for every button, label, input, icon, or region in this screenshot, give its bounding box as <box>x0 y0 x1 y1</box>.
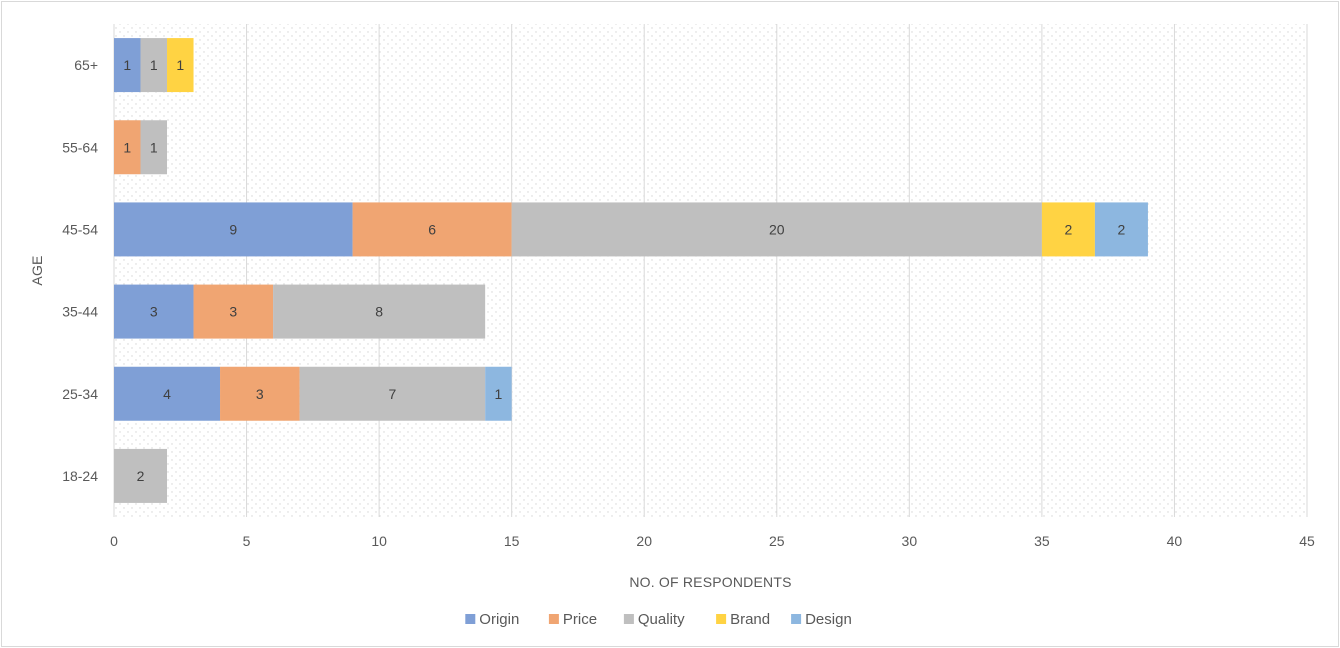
y-tick-label: 18-24 <box>62 468 98 484</box>
bar-segment-quality <box>140 120 168 175</box>
x-axis-title: NO. OF RESPONDENTS <box>629 574 791 590</box>
legend: Origin Price Quality Brand Design <box>465 611 852 628</box>
bar-segment-design <box>485 366 512 421</box>
data-label: 1 <box>150 139 158 155</box>
plot-area <box>114 24 1307 517</box>
x-tick-label: 10 <box>371 533 387 549</box>
x-tick-label: 30 <box>902 533 918 549</box>
data-label: 2 <box>1065 221 1073 237</box>
x-tick-label: 0 <box>110 533 118 549</box>
data-label: 3 <box>229 304 237 320</box>
legend-swatch-origin <box>465 614 476 624</box>
data-label: 4 <box>163 386 171 402</box>
legend-label-brand: Brand <box>730 611 770 628</box>
legend-label-price: Price <box>563 611 597 628</box>
bar-segment-price <box>352 202 512 257</box>
bar-segment-quality <box>299 366 486 421</box>
legend-swatch-design <box>791 614 802 624</box>
bar-segment-design <box>1094 202 1148 257</box>
x-tick-label: 20 <box>636 533 652 549</box>
x-tick-label: 35 <box>1034 533 1050 549</box>
x-tick-label: 15 <box>504 533 520 549</box>
bar-segment-quality <box>140 38 168 93</box>
bar-segment-price <box>114 120 141 175</box>
legend-label-origin: Origin <box>479 611 519 628</box>
data-label: 3 <box>256 386 264 402</box>
bar-segment-brand <box>1041 202 1095 257</box>
legend-swatch-quality <box>623 614 634 624</box>
bar-segment-quality <box>273 284 486 339</box>
bar-segment-brand <box>167 38 194 93</box>
x-tick-label: 40 <box>1167 533 1183 549</box>
legend-swatch-price <box>548 614 559 624</box>
bar-segment-origin <box>114 366 221 421</box>
data-label: 2 <box>1118 221 1126 237</box>
legend-swatch-brand <box>716 614 727 624</box>
data-label: 20 <box>769 221 785 237</box>
y-tick-label: 55-64 <box>62 139 98 155</box>
data-label: 1 <box>123 139 131 155</box>
data-label: 1 <box>123 57 131 73</box>
bar-segment-origin <box>114 38 141 93</box>
data-label: 1 <box>176 57 184 73</box>
bar-segment-quality <box>114 448 168 503</box>
y-tick-label: 45-54 <box>62 221 98 237</box>
x-tick-label: 25 <box>769 533 785 549</box>
data-label: 1 <box>495 386 503 402</box>
bar-segment-origin <box>114 202 353 257</box>
x-tick-label: 45 <box>1299 533 1315 549</box>
data-label: 2 <box>137 468 145 484</box>
data-label: 8 <box>375 304 383 320</box>
legend-label-quality: Quality <box>638 611 685 628</box>
data-label: 6 <box>428 221 436 237</box>
data-label: 9 <box>229 221 237 237</box>
y-axis-title: AGE <box>29 255 45 285</box>
y-tick-label: 35-44 <box>62 304 98 320</box>
bar-segment-origin <box>114 284 194 339</box>
y-tick-label: 65+ <box>74 57 98 73</box>
legend-label-design: Design <box>805 611 852 628</box>
data-label: 1 <box>150 57 158 73</box>
bar-segment-price <box>193 284 274 339</box>
x-tick-label: 5 <box>243 533 251 549</box>
data-label: 3 <box>150 304 158 320</box>
y-tick-label: 25-34 <box>62 386 98 402</box>
bar-segment-quality <box>511 202 1042 257</box>
bar-segment-price <box>220 366 300 421</box>
data-label: 7 <box>388 386 396 402</box>
